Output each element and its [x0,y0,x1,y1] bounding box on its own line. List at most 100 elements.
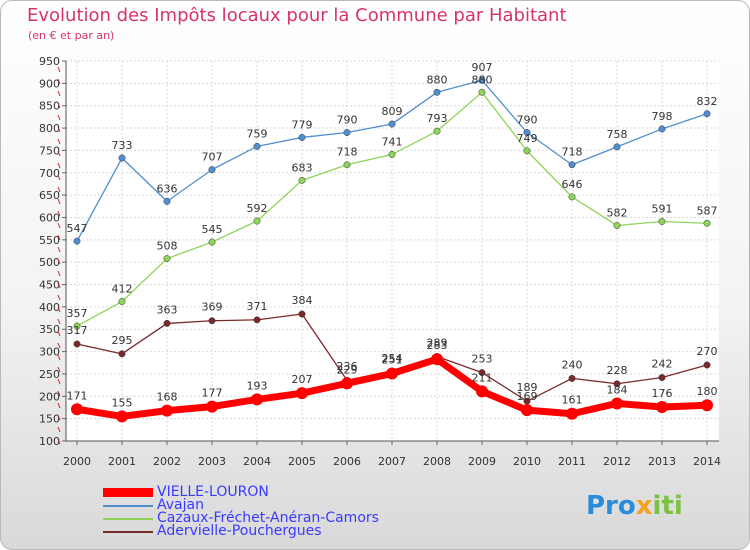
x-tick-label: 2013 [648,455,676,468]
axis-accent-mark [57,282,61,289]
data-point [208,166,216,174]
x-tick-label: 2008 [423,455,451,468]
axis-accent-mark [57,378,61,385]
data-label: 236 [337,360,358,373]
data-label: 184 [607,383,628,396]
data-point [71,403,83,416]
data-label: 171 [67,389,88,402]
data-point [523,147,531,155]
data-point [116,410,128,423]
data-point [476,385,488,398]
y-tick-label: 750 [39,144,60,157]
legend-label-adervielle: Adervielle-Pouchergues [157,523,322,539]
x-tick-label: 2002 [153,455,181,468]
data-point [568,374,576,382]
data-point [118,298,126,305]
x-tick-label: 2004 [243,455,271,468]
axis-accent-mark [57,126,61,133]
y-tick-label: 700 [39,167,60,180]
data-label: 880 [472,73,493,86]
data-point [208,317,216,325]
axis-accent-mark [57,210,61,217]
data-point [161,404,173,417]
data-label: 683 [292,161,313,174]
data-label: 161 [562,394,583,407]
y-tick-label: 600 [39,211,60,224]
x-tick-label: 2010 [513,455,541,468]
axis-accent-mark [57,366,61,373]
data-point [206,400,218,413]
legend-label-cazaux: Cazaux-Fréchet-Anéran-Camors [157,510,379,526]
data-point [343,161,351,169]
y-tick-label: 900 [39,77,60,90]
data-point [253,217,261,225]
legend-label-vielle-louron: VIELLE-LOURON [157,484,269,500]
chart-title: Evolution des Impôts locaux pour la Comm… [27,5,567,26]
data-label: 790 [517,114,538,127]
y-tick-label: 350 [39,323,60,336]
axis-accent-mark [57,114,61,121]
axis-accent-mark [57,234,61,241]
data-label: 207 [292,373,313,386]
data-label: 384 [292,294,313,307]
data-point [703,361,711,369]
axis-accent-mark [57,174,61,181]
y-tick-label: 400 [39,301,60,314]
data-point [73,340,81,348]
data-label: 707 [202,151,223,164]
data-label: 749 [517,132,538,145]
data-point [298,176,306,184]
axis-accent-mark [57,78,61,85]
data-point [568,193,576,201]
data-label: 759 [247,127,268,140]
data-label: 369 [202,301,223,314]
data-label: 646 [562,178,583,191]
axis-accent-mark [57,162,61,169]
data-label: 741 [382,135,403,148]
legend-swatch-avajan [103,505,153,507]
data-label: 798 [652,110,673,123]
axis-accent-mark [57,102,61,109]
data-label: 228 [607,364,628,377]
data-point [433,127,441,135]
data-label: 295 [112,334,133,347]
axis-accent-mark [57,354,61,361]
y-tick-label: 650 [39,189,60,202]
axis-accent-mark [57,186,61,193]
data-label: 582 [607,207,628,220]
axis-accent-mark [57,150,61,157]
axis-accent-mark [57,402,61,409]
data-label: 718 [562,146,583,159]
data-label: 793 [427,112,448,125]
legend-swatch-vielle-louron [103,488,153,497]
data-point [478,369,486,377]
data-label: 289 [427,337,448,350]
logo-text-b: x [635,491,653,521]
data-label: 880 [427,73,448,86]
data-point [568,161,576,169]
x-tick-label: 2014 [693,455,721,468]
data-label: 180 [697,385,718,398]
data-point [478,76,486,84]
data-label: 591 [652,202,673,215]
x-tick-label: 2011 [558,455,586,468]
data-point [343,129,351,136]
data-point [118,350,126,358]
logo-text-a: Pro [586,491,636,521]
chart-subtitle: (en € et par an) [28,29,115,42]
data-label: 168 [157,391,178,404]
data-point [163,319,171,327]
data-point [253,316,261,324]
axis-accent-mark [57,426,61,433]
axis-accent-mark [57,138,61,145]
data-point [388,120,396,128]
data-label: 545 [202,223,223,236]
data-label: 253 [472,353,493,366]
data-point [163,197,171,205]
data-point [521,404,533,417]
y-tick-label: 200 [39,390,60,403]
data-point [433,88,441,96]
data-point [703,219,711,227]
data-label: 189 [517,381,538,394]
